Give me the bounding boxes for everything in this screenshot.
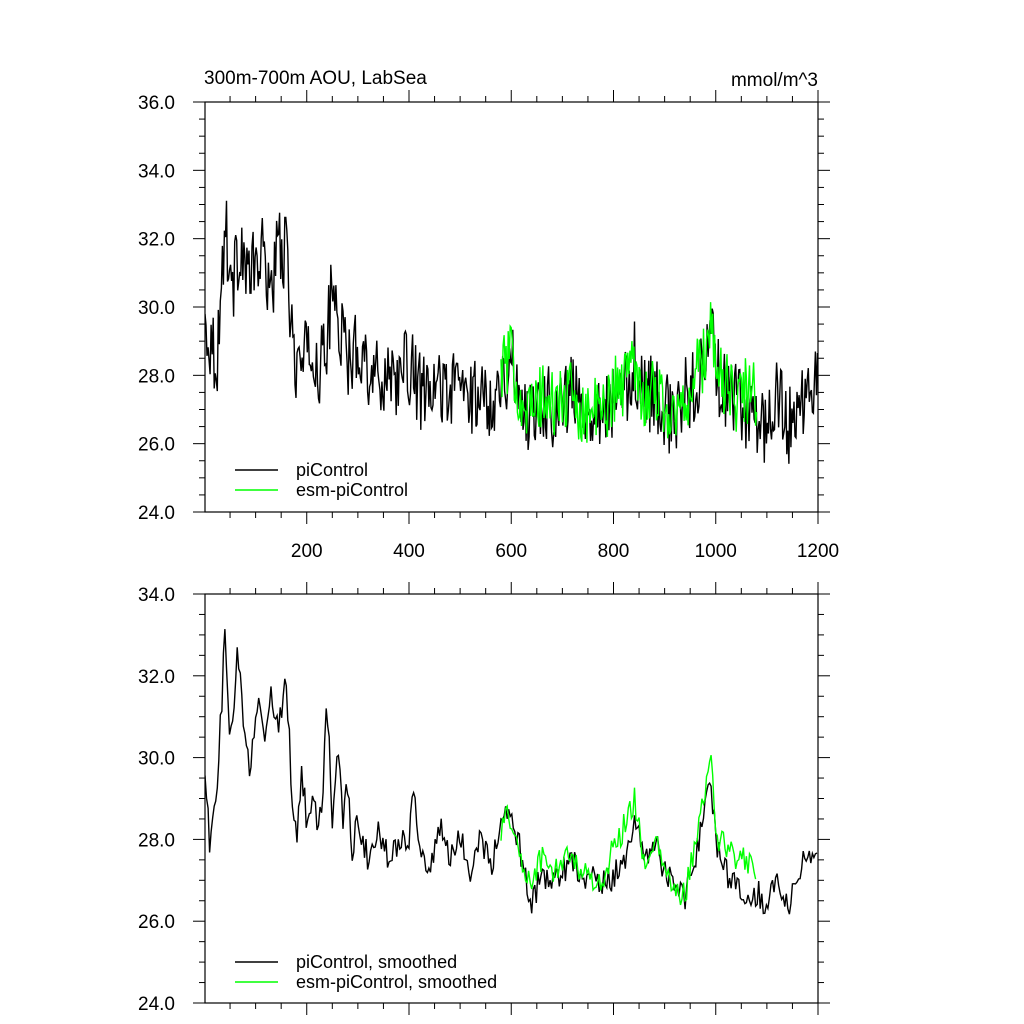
panel1-x-tick-label: 600 bbox=[495, 541, 527, 562]
panel1-timeseries-chart: 200 400 600 800 1000 1200 24.0 26.0 28.0 30.0 32.0… bbox=[138, 90, 839, 562]
panel1-title: 300m-700m AOU, LabSea bbox=[204, 68, 427, 89]
panel1-series-line-esm-picontrol bbox=[500, 302, 758, 443]
panel1-y-tick-label: 30.0 bbox=[138, 298, 175, 319]
panel2-legend-label-esm-picontrol: esm-piControl, smoothed bbox=[296, 972, 497, 992]
panel1-x-tick-label: 1200 bbox=[797, 541, 839, 562]
panel1-x-tick-label: 400 bbox=[393, 541, 425, 562]
panel1-y-tick-label: 36.0 bbox=[138, 93, 175, 114]
panel2-legend-label-picontrol: piControl, smoothed bbox=[296, 952, 457, 972]
panel2-series-line-esm-picontrol bbox=[500, 755, 757, 906]
panel2-y-tick-label: 30.0 bbox=[138, 749, 175, 770]
panel2-y-tick-label: 24.0 bbox=[138, 994, 175, 1015]
panel2-y-tick-label: 34.0 bbox=[138, 585, 175, 606]
panel1-x-tick-label: 200 bbox=[291, 541, 323, 562]
panel2-smoothed-chart: 24.0 26.0 28.0 30.0 32.0 34.0 piControl, smoot… bbox=[138, 582, 830, 1015]
panel1-units-label: mmol/m^3 bbox=[731, 70, 818, 91]
panel1-y-tick-label: 32.0 bbox=[138, 230, 175, 251]
panel1-y-tick-label: 26.0 bbox=[138, 435, 175, 456]
panel1-y-tick-label: 28.0 bbox=[138, 366, 175, 387]
panel2-y-tick-label: 26.0 bbox=[138, 912, 175, 933]
panel1-x-tick-label: 800 bbox=[598, 541, 630, 562]
panel1-x-tick-label: 1000 bbox=[695, 541, 737, 562]
panel2-y-tick-label: 32.0 bbox=[138, 667, 175, 688]
panel1-y-tick-label: 24.0 bbox=[138, 503, 175, 524]
panel1-legend-label-esm-picontrol: esm-piControl bbox=[296, 480, 408, 500]
panel1-y-tick-label: 34.0 bbox=[138, 161, 175, 182]
panel2-y-tick-label: 28.0 bbox=[138, 830, 175, 851]
panel1-legend-label-picontrol: piControl bbox=[296, 460, 368, 480]
